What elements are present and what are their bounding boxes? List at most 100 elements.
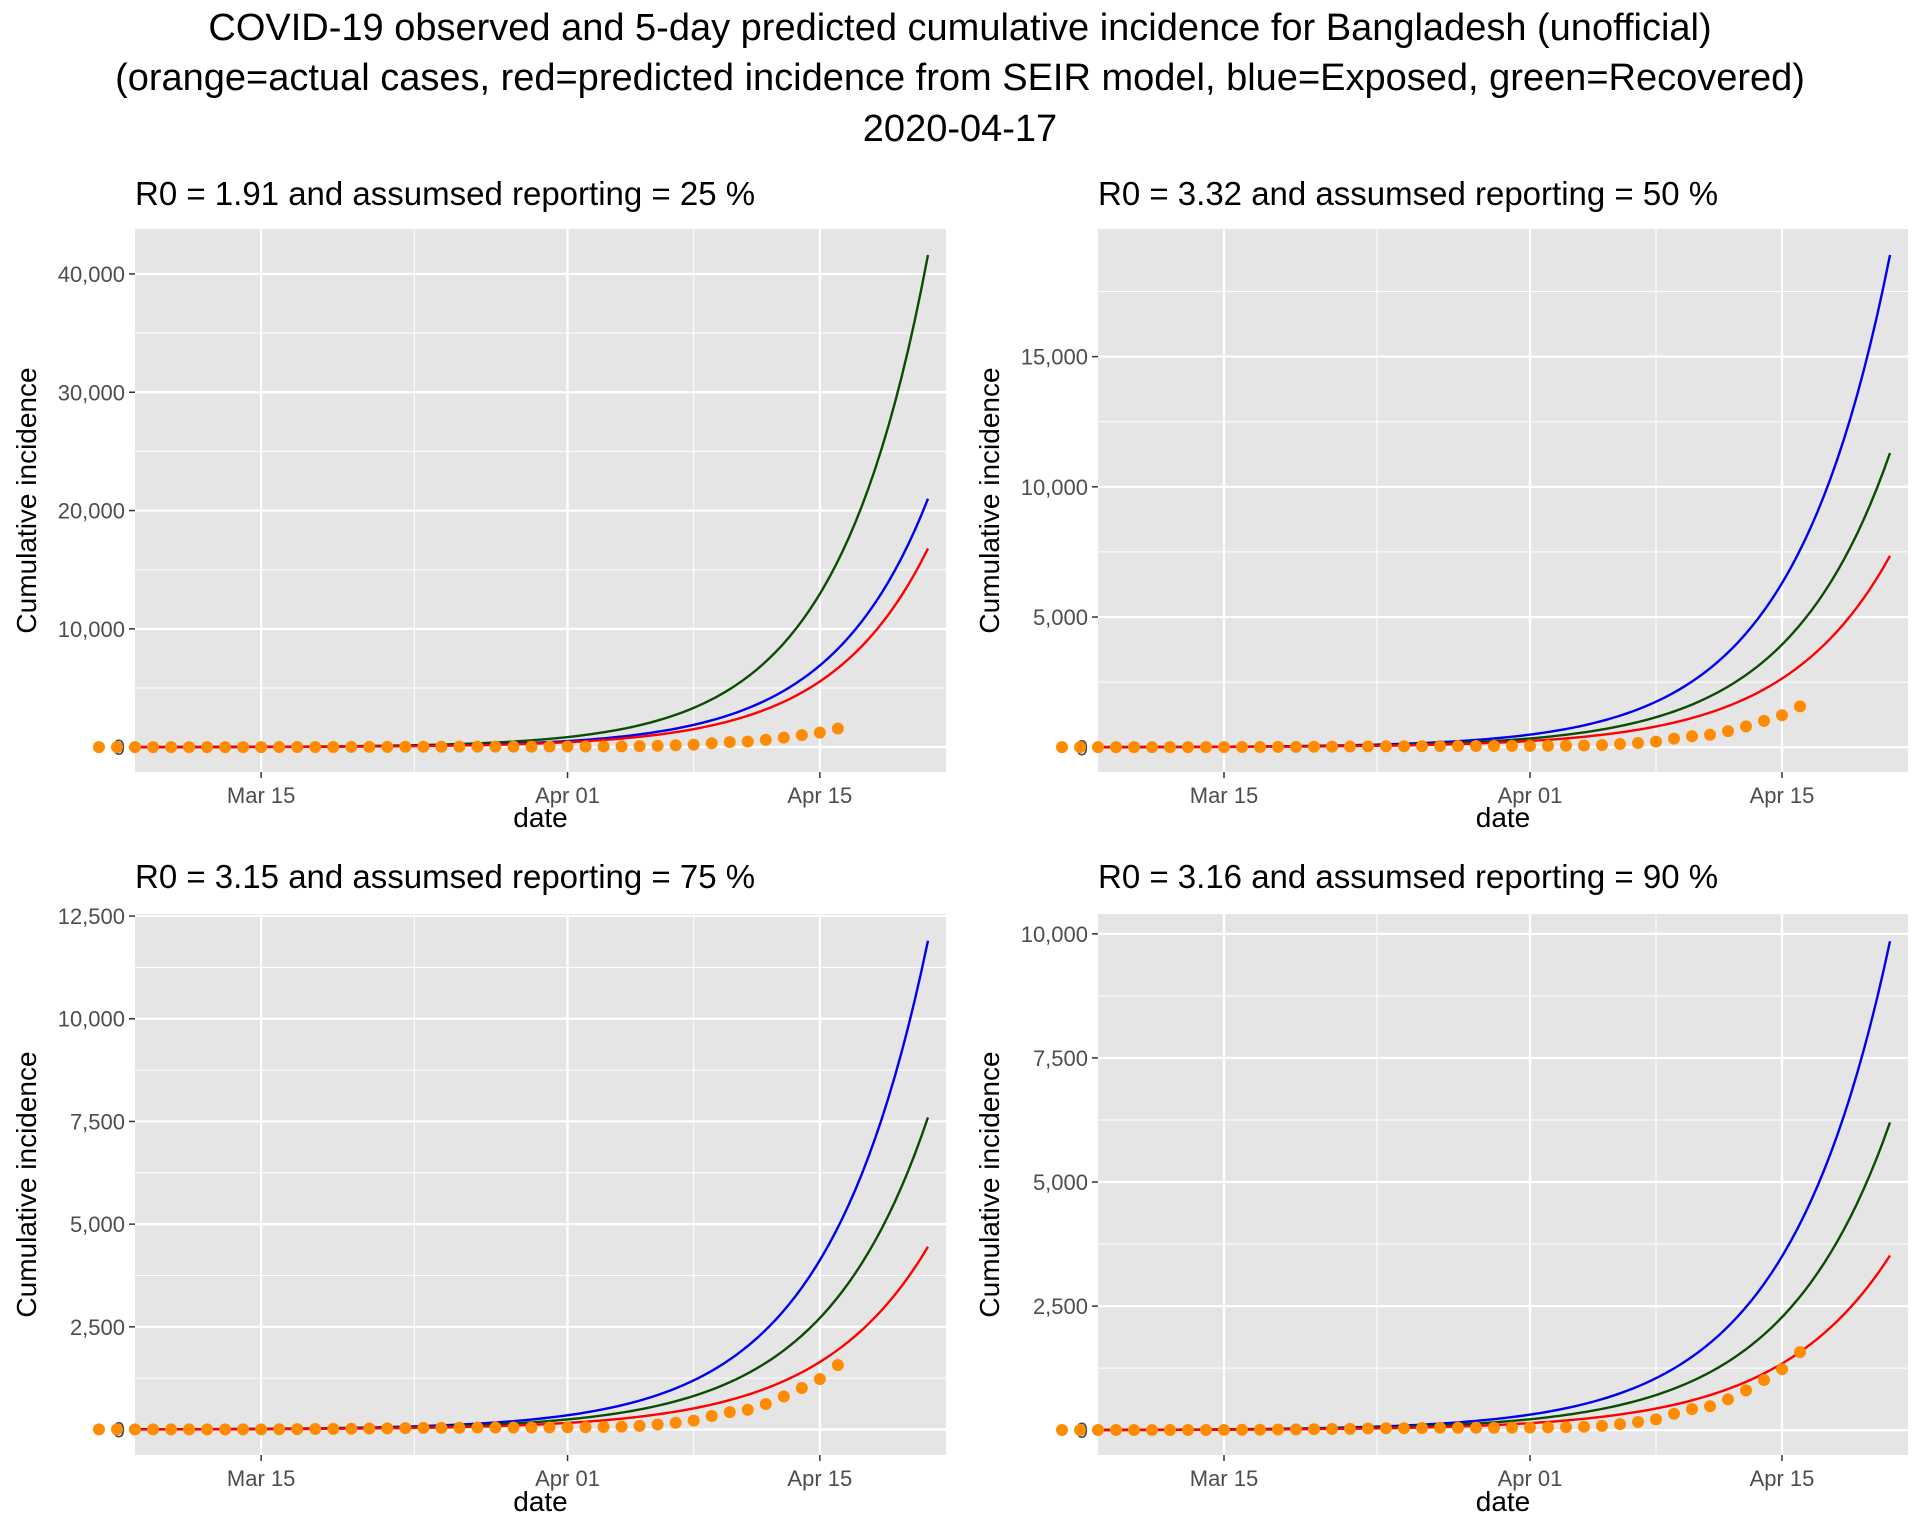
actual-case-point bbox=[147, 741, 160, 754]
actual-case-point bbox=[543, 1421, 556, 1434]
panel-background bbox=[1098, 229, 1908, 772]
figure-title-line-1: COVID-19 observed and 5-day predicted cu… bbox=[208, 7, 1711, 49]
actual-case-point bbox=[363, 1422, 376, 1435]
actual-case-point bbox=[1398, 1422, 1410, 1435]
actual-case-point bbox=[1632, 736, 1644, 749]
actual-case-point bbox=[507, 740, 520, 753]
actual-case-point bbox=[741, 735, 754, 748]
actual-case-point bbox=[1092, 741, 1104, 754]
actual-cases-points bbox=[1056, 700, 1806, 754]
actual-case-point bbox=[1416, 1422, 1428, 1434]
y-tick-label: 40,000 bbox=[58, 262, 125, 287]
actual-case-point bbox=[759, 1398, 772, 1411]
actual-case-point bbox=[273, 741, 286, 754]
actual-case-point bbox=[1542, 1421, 1554, 1434]
actual-case-point bbox=[1722, 725, 1734, 738]
actual-case-point bbox=[363, 740, 376, 753]
actual-case-point bbox=[129, 1423, 141, 1436]
actual-case-point bbox=[1722, 1393, 1734, 1406]
actual-case-point bbox=[651, 739, 664, 752]
actual-case-point bbox=[1290, 740, 1302, 753]
actual-case-point bbox=[165, 1423, 178, 1436]
actual-case-point bbox=[471, 740, 484, 753]
actual-case-point bbox=[723, 1406, 736, 1419]
y-axis-title: Cumulative incidence bbox=[11, 1051, 42, 1317]
actual-case-point bbox=[1182, 1424, 1194, 1437]
actual-case-point bbox=[1218, 741, 1230, 754]
x-tick-label: Apr 01 bbox=[1498, 783, 1563, 808]
actual-case-point bbox=[1344, 1422, 1356, 1435]
actual-case-point bbox=[579, 740, 592, 753]
actual-case-point bbox=[1146, 741, 1158, 754]
actual-case-point bbox=[777, 731, 790, 744]
actual-case-point bbox=[110, 1423, 123, 1436]
actual-case-point bbox=[1074, 1424, 1086, 1437]
actual-case-point bbox=[1560, 1421, 1572, 1434]
actual-case-point bbox=[1326, 1422, 1338, 1435]
panel-background bbox=[135, 229, 946, 772]
x-tick-label: Apr 01 bbox=[1498, 1466, 1563, 1491]
actual-case-point bbox=[110, 741, 123, 754]
actual-case-point bbox=[237, 741, 250, 754]
y-tick-label: 2,500 bbox=[70, 1315, 125, 1340]
actual-case-point bbox=[327, 1422, 340, 1435]
actual-case-point bbox=[1560, 739, 1572, 752]
actual-case-point bbox=[723, 736, 736, 749]
actual-case-point bbox=[1740, 720, 1752, 733]
actual-case-point bbox=[1434, 740, 1446, 753]
actual-case-point bbox=[399, 740, 412, 753]
y-axis-title: Cumulative incidence bbox=[974, 367, 1005, 633]
actual-case-point bbox=[1128, 1424, 1140, 1437]
actual-case-point bbox=[1596, 1419, 1608, 1432]
x-axis-title: date bbox=[513, 802, 568, 833]
actual-case-point bbox=[1200, 1424, 1212, 1437]
y-tick-label: 2,500 bbox=[1033, 1294, 1088, 1319]
actual-case-point bbox=[327, 740, 340, 753]
panel-title: R0 = 3.16 and assumsed reporting = 90 % bbox=[1098, 858, 1718, 895]
actual-case-point bbox=[1542, 739, 1554, 752]
actual-case-point bbox=[1290, 1423, 1302, 1436]
actual-case-point bbox=[1056, 1424, 1068, 1437]
actual-case-point bbox=[615, 1420, 628, 1433]
actual-case-point bbox=[1650, 735, 1662, 748]
actual-case-point bbox=[1380, 1422, 1392, 1435]
actual-case-point bbox=[147, 1423, 160, 1436]
x-tick-label: Mar 15 bbox=[1190, 783, 1258, 808]
actual-case-point bbox=[1794, 700, 1806, 713]
actual-case-point bbox=[831, 1358, 844, 1371]
y-tick-label: 5,000 bbox=[70, 1212, 125, 1237]
actual-case-point bbox=[777, 1390, 790, 1403]
actual-case-point bbox=[1362, 740, 1374, 753]
actual-case-point bbox=[1416, 740, 1428, 753]
actual-case-point bbox=[1704, 728, 1716, 741]
actual-case-point bbox=[92, 1423, 105, 1436]
x-tick-label: Apr 01 bbox=[535, 783, 600, 808]
figure-title-line-3: 2020-04-17 bbox=[863, 108, 1057, 150]
actual-case-point bbox=[1344, 740, 1356, 753]
actual-case-point bbox=[579, 1421, 592, 1434]
actual-case-point bbox=[1254, 1423, 1266, 1436]
actual-case-point bbox=[1524, 739, 1536, 752]
actual-case-point bbox=[525, 740, 538, 753]
actual-case-point bbox=[705, 1409, 718, 1422]
actual-case-point bbox=[381, 740, 394, 753]
actual-case-point bbox=[489, 740, 502, 753]
y-tick-label: 30,000 bbox=[58, 380, 125, 405]
actual-case-point bbox=[1470, 1421, 1482, 1434]
y-tick-label: 10,000 bbox=[58, 1007, 125, 1032]
y-tick-label: 12,500 bbox=[58, 904, 125, 929]
actual-case-point bbox=[1506, 1421, 1518, 1434]
y-tick-label: 7,500 bbox=[1033, 1046, 1088, 1071]
actual-case-point bbox=[1632, 1416, 1644, 1429]
actual-case-point bbox=[1326, 740, 1338, 753]
actual-case-point bbox=[543, 740, 556, 753]
panel-background bbox=[1098, 914, 1908, 1455]
actual-case-point bbox=[1668, 1407, 1680, 1420]
actual-case-point bbox=[183, 1423, 196, 1436]
actual-case-point bbox=[1110, 741, 1122, 754]
actual-case-point bbox=[471, 1421, 484, 1434]
actual-case-point bbox=[219, 1423, 232, 1436]
